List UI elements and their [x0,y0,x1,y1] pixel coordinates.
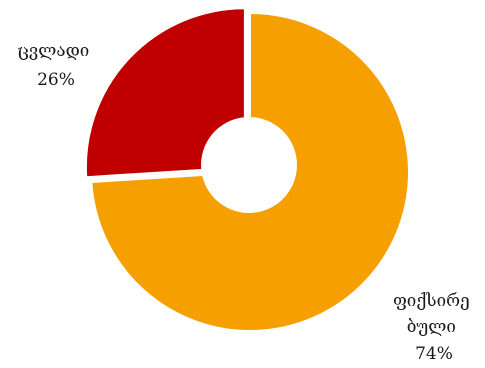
data-label-variable: ცვლადი 26% [17,41,94,90]
slice-variable [84,7,246,179]
data-label-fixed: ფიქსირე ბული 74% [393,291,475,364]
donut-hole [201,117,297,213]
